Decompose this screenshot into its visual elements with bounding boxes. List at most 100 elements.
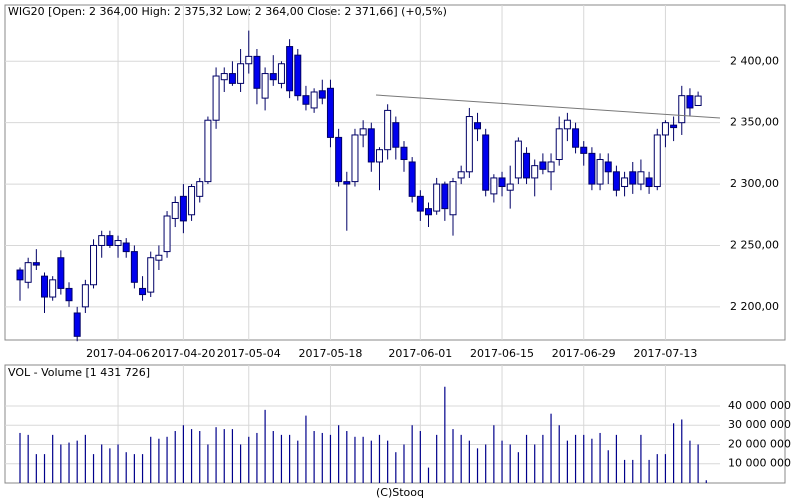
y-tick-label: 2 250,00 (730, 238, 779, 251)
y-tick-label: 40 000 000 (728, 399, 791, 412)
volume-bar (550, 413, 552, 483)
candle-body (32, 262, 40, 266)
candle-body (90, 244, 98, 286)
candle-body (155, 254, 163, 261)
volume-bar (109, 448, 111, 483)
candle-body (498, 177, 506, 188)
y-tick-label: 2 350,00 (730, 116, 779, 129)
candle-body (604, 161, 612, 173)
volume-bar (117, 444, 119, 483)
candle-body (482, 134, 490, 191)
price-frame (4, 4, 786, 341)
volume-bar (411, 425, 413, 483)
x-tick-label: 2017-06-29 (552, 347, 616, 360)
plot-layer: 2 200,00 2 250,00 2 300,00 2 350,00 2 400,00… (5, 5, 791, 483)
volume-bar (174, 431, 176, 483)
candle-body (588, 152, 596, 185)
volume-bar (681, 419, 683, 483)
y-tick-label: 2 300,00 (730, 177, 779, 190)
candle-body (596, 159, 604, 185)
volume-bar (35, 454, 37, 483)
candle-body (694, 95, 702, 106)
volume-bar (272, 431, 274, 483)
candle-body (196, 181, 204, 197)
trend-line (375, 94, 721, 119)
volume-bar (705, 480, 707, 483)
candle-body (139, 287, 147, 296)
volume-bar (84, 434, 86, 483)
volume-bar (378, 434, 381, 483)
volume-bar (640, 434, 642, 483)
candle-body (294, 54, 302, 97)
x-tick-label: 2017-04-06 (86, 347, 150, 360)
candle-body (188, 186, 196, 216)
volume-bar (239, 444, 242, 483)
y-tick-label: 20 000 000 (728, 437, 791, 450)
candle-body (147, 257, 155, 293)
volume-bar (166, 436, 168, 483)
volume-bar (354, 436, 356, 483)
volume-bar (623, 459, 626, 483)
candle-body (16, 269, 24, 281)
volume-bar (101, 444, 103, 483)
volume-bar (329, 434, 332, 483)
candle-body (302, 95, 310, 105)
candle-body (269, 73, 277, 81)
candle-body (65, 287, 73, 302)
volume-bar (313, 431, 315, 483)
candle-body (474, 122, 482, 130)
candle-body (457, 171, 465, 179)
volume-bar (289, 434, 291, 483)
volume-bar (509, 444, 511, 483)
candle-body (555, 128, 563, 161)
volume-bar (92, 454, 95, 483)
candle-body (310, 91, 318, 109)
volume-bar (199, 431, 201, 483)
volume-bar (264, 409, 266, 483)
y-tick-label: 2 400,00 (730, 54, 779, 67)
candle-body (563, 119, 571, 130)
candle-body (98, 235, 106, 246)
footer: (C)Stooq (376, 486, 424, 499)
candle-body (449, 181, 457, 216)
x-tick-label: 2017-04-20 (151, 347, 215, 360)
volume-bar (452, 429, 454, 483)
candle-body (637, 171, 645, 185)
volume-bar (321, 432, 323, 483)
candle-body (514, 140, 522, 179)
candle-body (326, 87, 334, 138)
candle-body (425, 208, 432, 216)
volume-title: VOL - Volume [1 431 726] (8, 366, 150, 379)
volume-bar (280, 434, 283, 483)
candle-body (384, 109, 392, 151)
candle-body (433, 183, 441, 212)
candle-body (408, 161, 416, 197)
candle-body (245, 55, 253, 65)
volume-bar (346, 431, 348, 483)
volume-bar (256, 432, 258, 483)
volume-bar (493, 425, 495, 483)
volume-bar (697, 444, 699, 483)
volume-bar (501, 440, 503, 483)
candle-body (351, 134, 359, 183)
candle-body (277, 63, 285, 84)
candle-body (392, 122, 400, 148)
volume-bar (574, 434, 577, 483)
volume-bar (387, 440, 389, 483)
candle-body (580, 146, 588, 154)
y-tick-label: 10 000 000 (728, 457, 791, 470)
volume-bar (141, 454, 144, 483)
volume-bar (607, 450, 609, 483)
candle-body (114, 240, 122, 246)
volume-bar (648, 459, 650, 483)
candle-body (539, 161, 547, 170)
volume-bar (215, 427, 217, 483)
candle-body (645, 177, 653, 188)
volume-bar (542, 434, 544, 483)
candle-body (547, 161, 555, 173)
volume-bar (43, 454, 46, 483)
candle-body (81, 284, 89, 308)
candle-body (253, 55, 261, 89)
volume-bar (632, 459, 634, 483)
